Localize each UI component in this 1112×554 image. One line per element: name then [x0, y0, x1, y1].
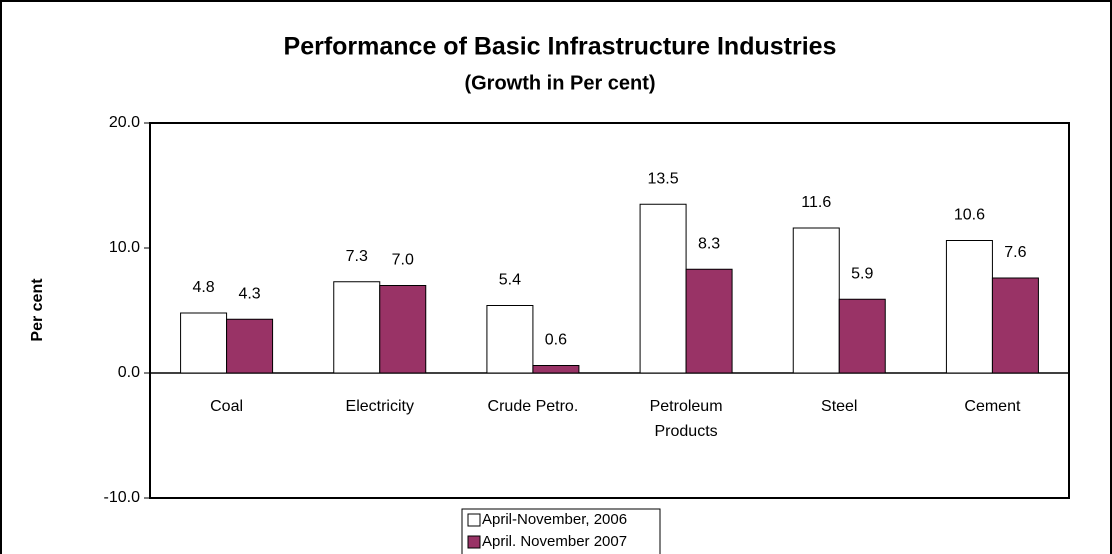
- x-tick-label: Crude Petro.: [488, 398, 579, 415]
- data-label: 10.6: [954, 207, 985, 224]
- x-tick-label: Cement: [964, 398, 1021, 415]
- bar: [226, 318, 274, 374]
- bar: [180, 312, 228, 374]
- data-label: 7.3: [346, 248, 368, 265]
- y-tick-label: -10.0: [104, 489, 141, 506]
- data-label: 4.8: [192, 279, 214, 296]
- data-label: 13.5: [648, 170, 679, 187]
- chart-subtitle: (Growth in Per cent): [464, 72, 655, 94]
- legend-label: April-November, 2006: [482, 511, 627, 528]
- bar: [333, 281, 381, 374]
- x-tick-label: Petroleum Products: [650, 398, 723, 440]
- legend: [461, 508, 661, 554]
- data-label: 5.9: [851, 265, 873, 282]
- y-tick-label: 10.0: [109, 239, 140, 256]
- legend-label: April. November 2007: [482, 533, 627, 550]
- data-label: 0.6: [545, 332, 567, 349]
- bar: [991, 277, 1039, 374]
- x-tick-label: Coal: [210, 398, 243, 415]
- bar: [639, 203, 687, 374]
- legend-swatch: [467, 535, 481, 549]
- bar: [685, 268, 733, 374]
- data-label: 4.3: [238, 285, 260, 302]
- data-label: 7.6: [1004, 244, 1026, 261]
- bar: [379, 285, 427, 374]
- x-tick-label: Steel: [821, 398, 857, 415]
- data-label: 5.4: [499, 272, 521, 289]
- bar: [838, 298, 886, 374]
- data-label: 8.3: [698, 235, 720, 252]
- y-axis-label: Per cent: [29, 278, 46, 342]
- bar: [945, 240, 993, 374]
- data-label: 7.0: [392, 252, 414, 269]
- plot-area: [149, 122, 1070, 499]
- bar: [792, 227, 840, 374]
- legend-swatch: [467, 513, 481, 527]
- bar: [532, 365, 580, 374]
- x-tick-label: Electricity: [346, 398, 414, 415]
- chart-title: Performance of Basic Infrastructure Indu…: [284, 33, 837, 61]
- y-tick-label: 20.0: [109, 114, 140, 131]
- data-label: 11.6: [801, 194, 831, 211]
- y-tick-label: 0.0: [118, 364, 140, 381]
- bar: [486, 305, 534, 374]
